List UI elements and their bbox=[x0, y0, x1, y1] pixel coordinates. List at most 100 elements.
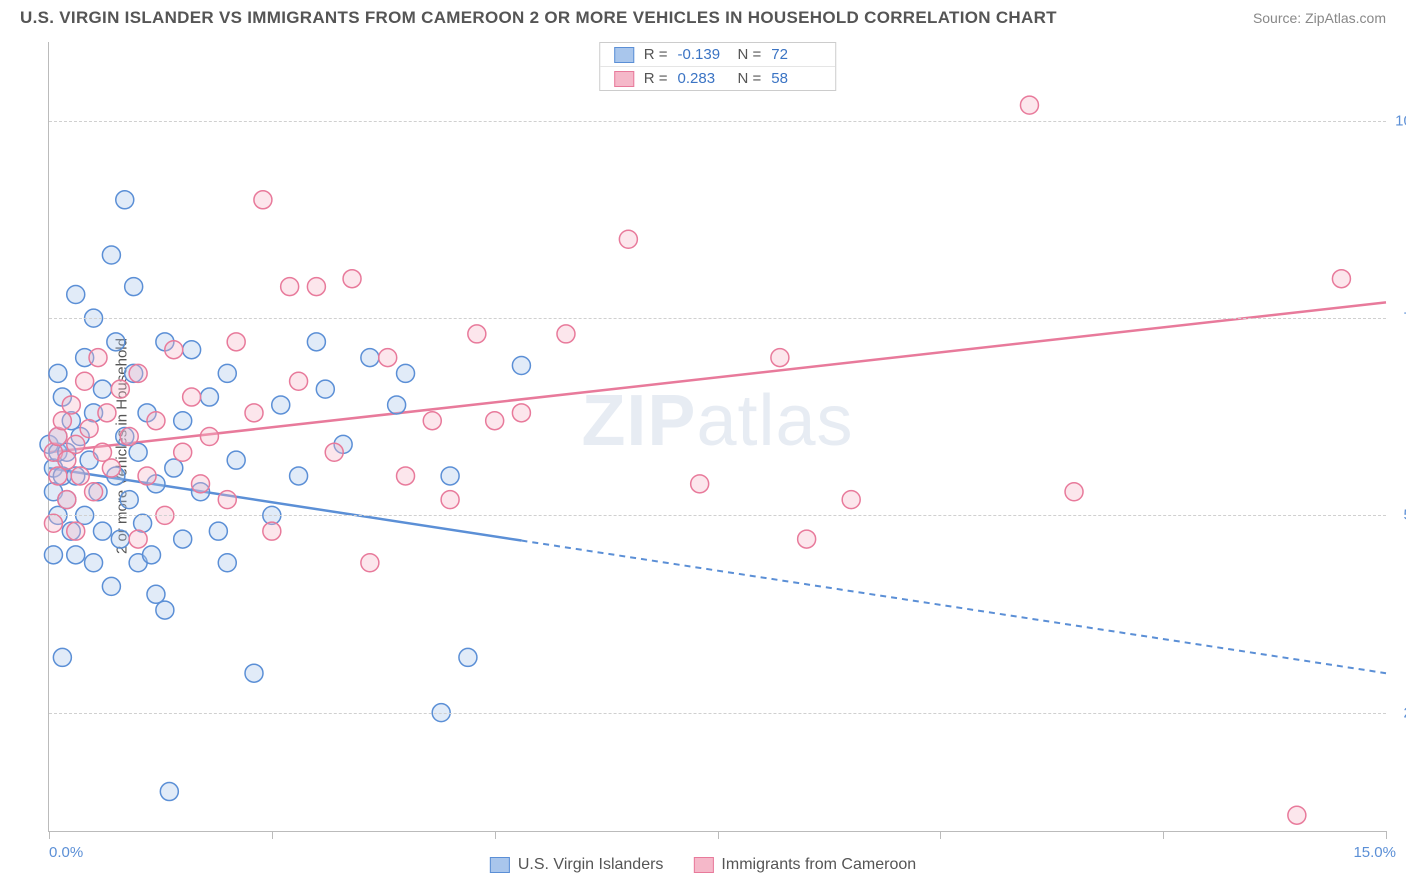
point-cameroon bbox=[842, 491, 860, 509]
x-tick bbox=[49, 831, 50, 839]
point-cameroon bbox=[76, 372, 94, 390]
r-value-usvi: -0.139 bbox=[678, 46, 728, 63]
point-cameroon bbox=[129, 530, 147, 548]
n-label: N = bbox=[738, 70, 762, 87]
point-cameroon bbox=[200, 428, 218, 446]
point-usvi bbox=[272, 396, 290, 414]
x-tick bbox=[1386, 831, 1387, 839]
legend-label-cameroon: Immigrants from Cameroon bbox=[721, 856, 916, 874]
point-cameroon bbox=[44, 514, 62, 532]
point-cameroon bbox=[62, 396, 80, 414]
point-usvi bbox=[67, 546, 85, 564]
x-tick bbox=[940, 831, 941, 839]
point-cameroon bbox=[245, 404, 263, 422]
stats-row-usvi: R = -0.139 N = 72 bbox=[600, 43, 836, 66]
point-cameroon bbox=[1065, 483, 1083, 501]
point-usvi bbox=[53, 648, 71, 666]
point-usvi bbox=[183, 341, 201, 359]
point-usvi bbox=[397, 364, 415, 382]
point-cameroon bbox=[67, 522, 85, 540]
point-usvi bbox=[102, 246, 120, 264]
gridline bbox=[49, 318, 1386, 319]
point-cameroon bbox=[379, 349, 397, 367]
point-usvi bbox=[174, 412, 192, 430]
point-cameroon bbox=[290, 372, 308, 390]
point-usvi bbox=[160, 783, 178, 801]
n-value-usvi: 72 bbox=[771, 46, 821, 63]
point-cameroon bbox=[441, 491, 459, 509]
stats-row-cameroon: R = 0.283 N = 58 bbox=[600, 66, 836, 90]
point-cameroon bbox=[557, 325, 575, 343]
point-cameroon bbox=[325, 443, 343, 461]
point-usvi bbox=[85, 554, 103, 572]
point-usvi bbox=[245, 664, 263, 682]
point-cameroon bbox=[361, 554, 379, 572]
point-usvi bbox=[107, 333, 125, 351]
point-usvi bbox=[227, 451, 245, 469]
x-tick-label-min: 0.0% bbox=[49, 844, 83, 861]
point-cameroon bbox=[89, 349, 107, 367]
x-tick-label-max: 15.0% bbox=[1353, 844, 1396, 861]
gridline bbox=[49, 121, 1386, 122]
point-usvi bbox=[147, 585, 165, 603]
point-cameroon bbox=[468, 325, 486, 343]
point-usvi bbox=[111, 530, 129, 548]
point-cameroon bbox=[486, 412, 504, 430]
point-cameroon bbox=[174, 443, 192, 461]
point-usvi bbox=[174, 530, 192, 548]
point-cameroon bbox=[129, 364, 147, 382]
legend-item-usvi: U.S. Virgin Islanders bbox=[490, 856, 664, 874]
point-usvi bbox=[200, 388, 218, 406]
point-usvi bbox=[44, 546, 62, 564]
point-usvi bbox=[143, 546, 161, 564]
point-cameroon bbox=[49, 467, 67, 485]
source-attribution: Source: ZipAtlas.com bbox=[1253, 10, 1386, 26]
point-cameroon bbox=[1332, 270, 1350, 288]
chart-title: U.S. VIRGIN ISLANDER VS IMMIGRANTS FROM … bbox=[20, 8, 1057, 28]
legend-item-cameroon: Immigrants from Cameroon bbox=[693, 856, 916, 874]
point-cameroon bbox=[1288, 806, 1306, 824]
point-usvi bbox=[388, 396, 406, 414]
r-value-cameroon: 0.283 bbox=[678, 70, 728, 87]
point-usvi bbox=[361, 349, 379, 367]
point-usvi bbox=[209, 522, 227, 540]
point-cameroon bbox=[67, 435, 85, 453]
point-cameroon bbox=[227, 333, 245, 351]
point-usvi bbox=[165, 459, 183, 477]
point-usvi bbox=[49, 364, 67, 382]
r-label: R = bbox=[644, 70, 668, 87]
x-tick bbox=[718, 831, 719, 839]
point-cameroon bbox=[218, 491, 236, 509]
point-usvi bbox=[120, 491, 138, 509]
point-cameroon bbox=[111, 380, 129, 398]
swatch-cameroon bbox=[614, 71, 634, 87]
point-cameroon bbox=[423, 412, 441, 430]
point-cameroon bbox=[138, 467, 156, 485]
point-cameroon bbox=[307, 278, 325, 296]
point-cameroon bbox=[58, 451, 76, 469]
point-usvi bbox=[459, 648, 477, 666]
point-cameroon bbox=[281, 278, 299, 296]
swatch-usvi bbox=[614, 47, 634, 63]
n-label: N = bbox=[738, 46, 762, 63]
point-cameroon bbox=[98, 404, 116, 422]
point-cameroon bbox=[147, 412, 165, 430]
point-cameroon bbox=[120, 428, 138, 446]
point-cameroon bbox=[192, 475, 210, 493]
point-usvi bbox=[102, 577, 120, 595]
point-usvi bbox=[218, 554, 236, 572]
y-tick-label: 100.0% bbox=[1395, 112, 1406, 129]
point-cameroon bbox=[53, 412, 71, 430]
point-cameroon bbox=[58, 491, 76, 509]
point-cameroon bbox=[343, 270, 361, 288]
point-cameroon bbox=[93, 443, 111, 461]
gridline bbox=[49, 515, 1386, 516]
gridline bbox=[49, 713, 1386, 714]
swatch-usvi bbox=[490, 857, 510, 873]
point-cameroon bbox=[263, 522, 281, 540]
point-cameroon bbox=[798, 530, 816, 548]
point-usvi bbox=[218, 364, 236, 382]
point-usvi bbox=[129, 443, 147, 461]
point-usvi bbox=[290, 467, 308, 485]
point-usvi bbox=[116, 191, 134, 209]
